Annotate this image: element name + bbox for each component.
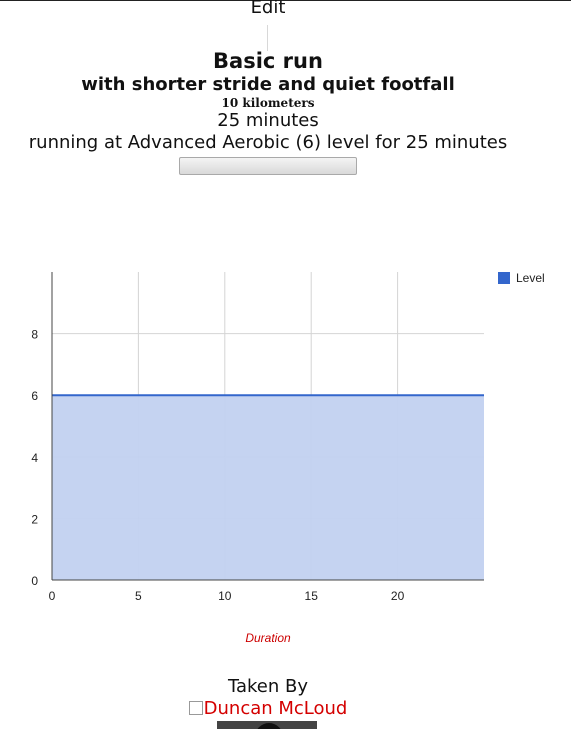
workout-duration: 25 minutes [0,110,536,132]
x-axis-title: Duration [245,631,291,645]
workout-header: Basic run with shorter stride and quiet … [0,48,536,154]
y-tick-label: 4 [31,451,38,465]
level-chart: 0 2 4 6 8 0 5 10 15 20 Duration Level [0,260,571,660]
workout-title: Basic run [0,48,536,74]
workout-subtitle: with shorter stride and quiet footfall [0,74,536,96]
taken-by-label: Taken By [0,676,536,698]
y-tick-label: 6 [31,389,38,403]
workout-distance: 10 kilometers [0,96,536,110]
level-series-area [52,395,484,580]
x-tick-label: 20 [391,589,405,603]
user-link[interactable]: Duncan McLoud [0,698,536,720]
y-tick-label: 0 [31,574,38,588]
y-tick-label: 8 [31,328,38,342]
legend-swatch [498,272,510,284]
x-tick-label: 0 [49,589,56,603]
workout-progress-bar [179,157,357,175]
y-tick-label: 2 [31,512,38,526]
workout-description: running at Advanced Aerobic (6) level fo… [0,132,536,154]
legend-label: Level [516,271,545,285]
user-name[interactable]: Duncan McLoud [204,698,348,719]
x-tick-label: 10 [218,589,232,603]
x-tick-label: 5 [135,589,142,603]
user-icon [189,701,203,715]
level-chart-svg: 0 2 4 6 8 0 5 10 15 20 Duration Level [0,260,571,660]
avatar-shape [255,723,283,729]
edit-link[interactable]: Edit [0,0,536,18]
x-tick-label: 15 [305,589,319,603]
avatar [217,721,317,729]
